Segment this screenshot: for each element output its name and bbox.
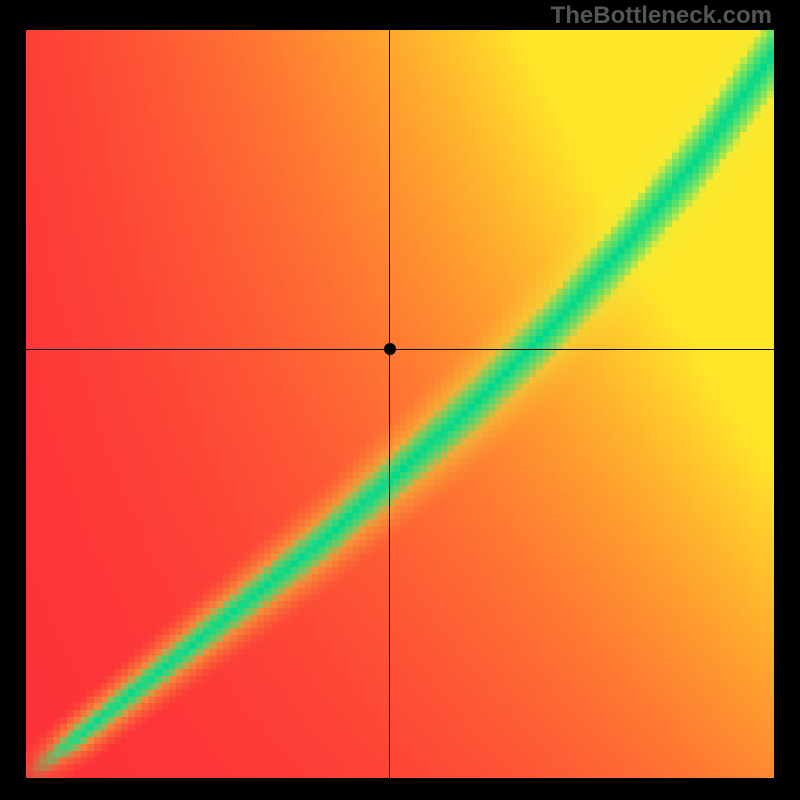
heatmap-canvas (26, 30, 774, 778)
watermark-text: TheBottleneck.com (551, 2, 772, 30)
crosshair-vertical (389, 30, 391, 778)
crosshair-horizontal (26, 349, 774, 351)
crosshair-marker (384, 343, 396, 355)
plot-area (26, 30, 774, 778)
chart-container: TheBottleneck.com (0, 0, 800, 800)
